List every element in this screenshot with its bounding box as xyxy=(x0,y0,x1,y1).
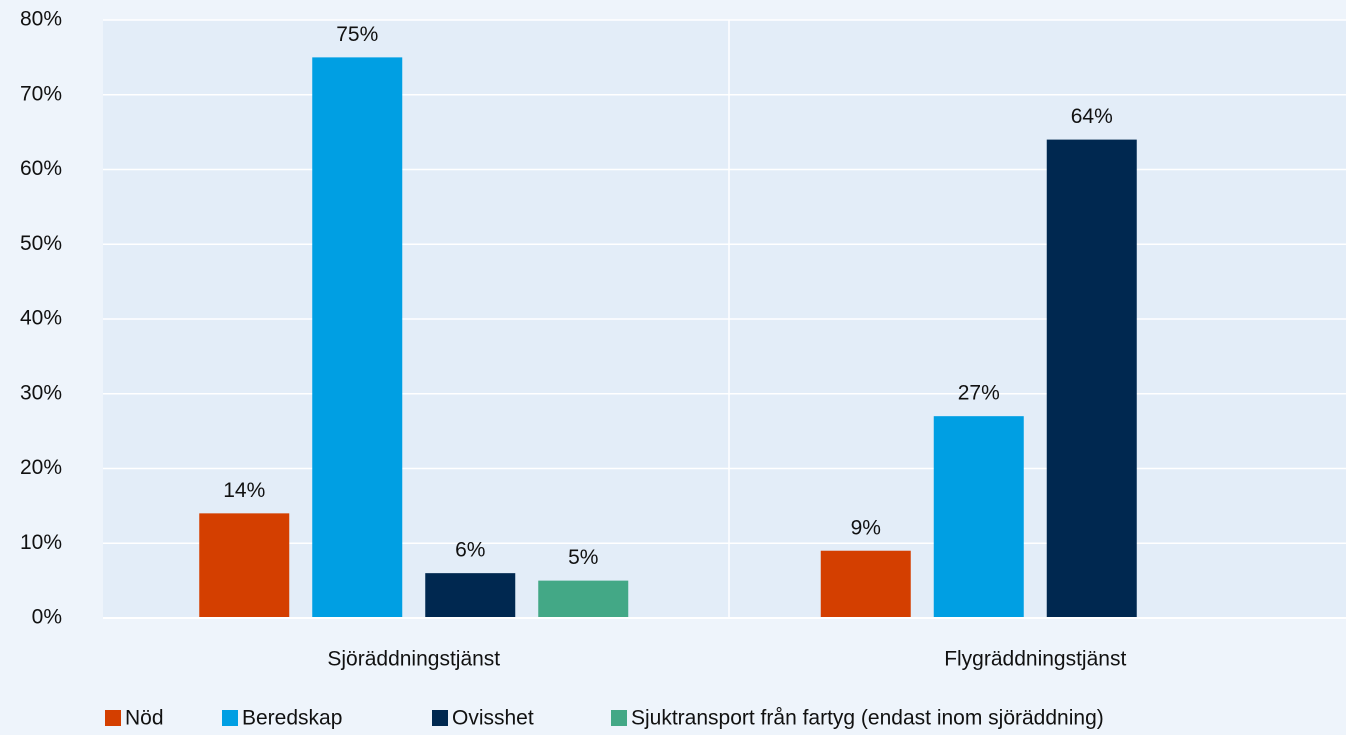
bar xyxy=(199,513,290,618)
data-label: 9% xyxy=(851,516,881,539)
data-label: 64% xyxy=(1071,105,1113,128)
y-tick-label: 60% xyxy=(20,157,62,180)
bar xyxy=(820,550,911,618)
data-label: 75% xyxy=(336,23,378,46)
legend-swatch xyxy=(222,710,238,726)
data-label: 6% xyxy=(455,539,485,562)
y-tick-label: 80% xyxy=(20,8,62,31)
y-tick-label: 70% xyxy=(20,82,62,105)
legend-label: Sjuktransport från fartyg (endast inom s… xyxy=(631,707,1104,730)
bar xyxy=(538,580,629,618)
legend-swatch xyxy=(105,710,121,726)
y-tick-label: 50% xyxy=(20,232,62,255)
bar xyxy=(933,416,1024,618)
legend-swatch xyxy=(432,710,448,726)
x-tick-label: Sjöräddningstjänst xyxy=(327,648,500,671)
data-label: 27% xyxy=(958,382,1000,405)
legend-label: Nöd xyxy=(125,707,164,730)
data-label: 14% xyxy=(223,479,265,502)
legend-swatch xyxy=(611,710,627,726)
data-label: 5% xyxy=(568,546,598,569)
legend-label: Ovisshet xyxy=(452,707,534,730)
y-tick-label: 20% xyxy=(20,456,62,479)
y-tick-label: 40% xyxy=(20,307,62,330)
y-tick-label: 0% xyxy=(32,606,62,629)
bar xyxy=(425,573,516,618)
bar xyxy=(312,57,403,618)
y-tick-label: 10% xyxy=(20,531,62,554)
legend-label: Beredskap xyxy=(242,707,342,730)
y-tick-label: 30% xyxy=(20,381,62,404)
x-tick-label: Flygräddningstjänst xyxy=(944,648,1126,671)
bar xyxy=(1046,139,1137,618)
